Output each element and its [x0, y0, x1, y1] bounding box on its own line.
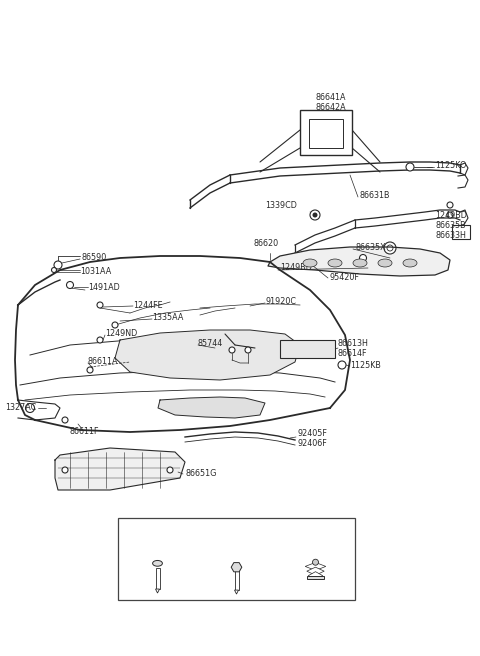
Circle shape	[67, 281, 73, 289]
Text: 1491AD: 1491AD	[88, 283, 120, 291]
Polygon shape	[231, 563, 242, 572]
Ellipse shape	[153, 560, 162, 566]
Text: 86614F: 86614F	[338, 348, 368, 358]
Circle shape	[387, 245, 393, 251]
Text: 92405F: 92405F	[298, 430, 328, 438]
Text: 1249ND: 1249ND	[105, 329, 137, 337]
Bar	[280, 340, 335, 358]
Text: 86635B: 86635B	[435, 220, 466, 230]
Circle shape	[406, 163, 414, 171]
Circle shape	[62, 417, 68, 423]
Polygon shape	[308, 571, 323, 580]
Circle shape	[310, 210, 320, 220]
Circle shape	[97, 302, 103, 308]
Text: 86633H: 86633H	[435, 230, 466, 239]
Ellipse shape	[303, 259, 317, 267]
Text: 86631B: 86631B	[360, 190, 391, 199]
Circle shape	[447, 212, 453, 218]
Circle shape	[384, 242, 396, 254]
Polygon shape	[156, 589, 159, 593]
Circle shape	[97, 337, 103, 343]
Polygon shape	[115, 330, 300, 380]
Text: 86635X: 86635X	[355, 243, 385, 251]
Text: 1249BD: 1249BD	[435, 211, 467, 220]
Bar	[118, 518, 355, 600]
Bar	[300, 110, 352, 155]
Text: 86620: 86620	[254, 239, 279, 247]
Polygon shape	[158, 397, 265, 418]
Text: 1339CD: 1339CD	[265, 201, 297, 209]
Text: 1327AC: 1327AC	[5, 403, 36, 413]
Text: 1244FE: 1244FE	[133, 300, 163, 310]
Bar	[309, 119, 343, 148]
Circle shape	[25, 403, 35, 413]
Polygon shape	[268, 247, 450, 276]
Text: 92406F: 92406F	[298, 440, 328, 449]
Circle shape	[229, 347, 235, 353]
Polygon shape	[305, 562, 326, 571]
Text: 1125KB: 1125KB	[350, 361, 381, 371]
Text: 85744: 85744	[198, 338, 223, 348]
Circle shape	[338, 361, 346, 369]
Polygon shape	[235, 590, 239, 594]
Circle shape	[312, 559, 319, 565]
Text: 1031AA: 1031AA	[80, 268, 111, 276]
Circle shape	[51, 268, 57, 272]
Ellipse shape	[328, 259, 342, 267]
Bar	[452, 225, 470, 239]
Circle shape	[167, 467, 173, 473]
Ellipse shape	[353, 259, 367, 267]
Text: 86590: 86590	[82, 253, 107, 262]
Circle shape	[87, 367, 93, 373]
Circle shape	[312, 213, 317, 218]
Text: 1249BD: 1249BD	[280, 264, 312, 272]
Polygon shape	[307, 567, 324, 575]
Text: 86641A: 86641A	[315, 94, 346, 102]
Text: 86651G: 86651G	[185, 470, 216, 478]
Circle shape	[112, 322, 118, 328]
Text: 86642A: 86642A	[315, 104, 346, 112]
Bar	[307, 576, 324, 579]
Circle shape	[62, 467, 68, 473]
Ellipse shape	[403, 259, 417, 267]
Bar	[235, 570, 239, 590]
Bar	[156, 568, 159, 589]
Text: 86611F: 86611F	[70, 428, 99, 436]
Circle shape	[245, 347, 251, 353]
Text: 1125KO: 1125KO	[435, 161, 467, 169]
Ellipse shape	[378, 259, 392, 267]
Polygon shape	[55, 448, 185, 490]
Text: 86613H: 86613H	[338, 338, 369, 348]
Text: 91920C: 91920C	[265, 298, 296, 306]
Circle shape	[447, 202, 453, 208]
Text: 86611A: 86611A	[88, 358, 119, 367]
Text: 86592E: 86592E	[297, 530, 335, 541]
Circle shape	[54, 261, 62, 269]
Text: 12492: 12492	[142, 530, 173, 541]
Text: 95420F: 95420F	[330, 274, 360, 283]
Text: 1335AA: 1335AA	[152, 314, 183, 323]
Circle shape	[360, 255, 367, 262]
Text: 1221AG: 1221AG	[216, 530, 256, 541]
